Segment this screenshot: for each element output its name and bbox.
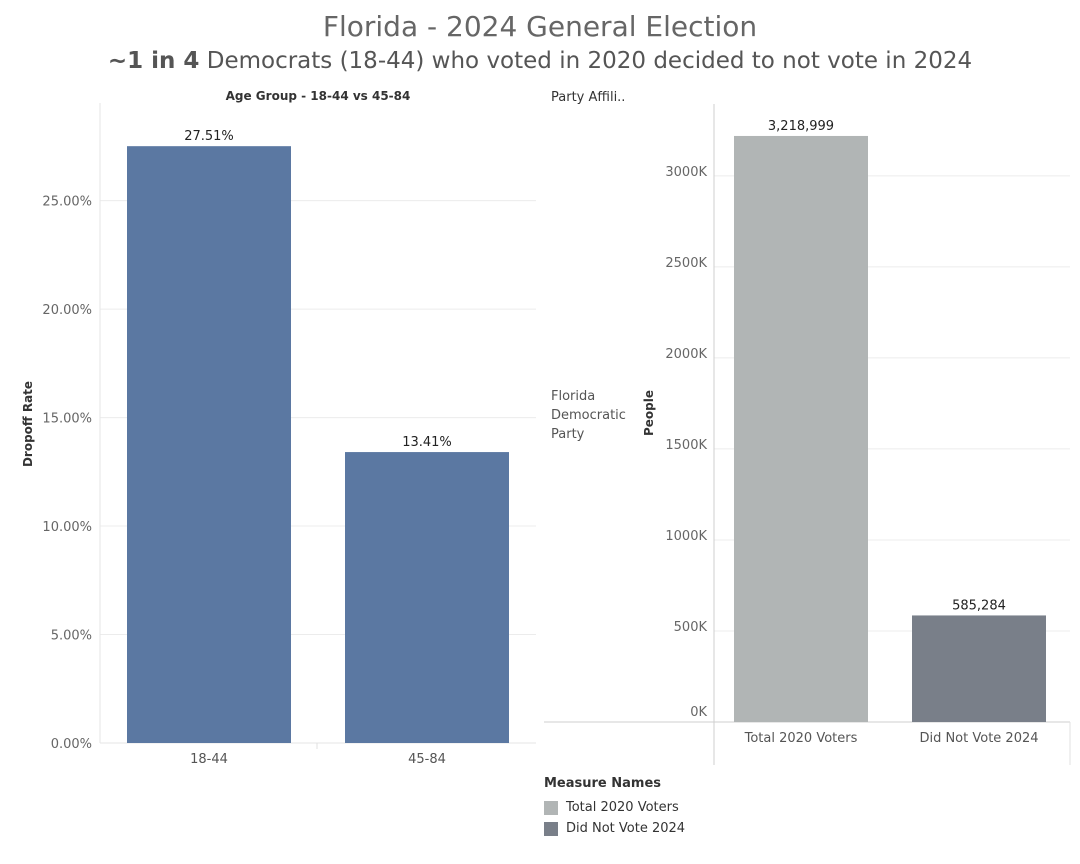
chart1-x-tick-label: 18-44	[190, 752, 228, 767]
chart2-y-axis-title: People	[642, 390, 656, 436]
chart-subtitle: ~1 in 4 Democrats (18-44) who voted in 2…	[0, 48, 1080, 74]
legend-title: Measure Names	[544, 776, 662, 791]
chart2-data-label: 3,218,999	[768, 119, 834, 134]
chart1-ytick-label: 15.00%	[42, 412, 92, 427]
chart1-data-label: 27.51%	[184, 129, 234, 144]
chart1-ytick-label: 25.00%	[42, 195, 92, 210]
chart2-data-label: 585,284	[952, 598, 1006, 613]
chart-title: Florida - 2024 General Election	[322, 10, 758, 43]
chart1-ytick-label: 20.00%	[42, 303, 92, 318]
row-header-label: Party Affili..	[551, 90, 625, 105]
chart1-y-axis-title: Dropoff Rate	[21, 381, 35, 467]
chart2-bar	[912, 615, 1046, 722]
chart1-bar	[345, 452, 509, 743]
chart1-ytick-label: 0.00%	[51, 737, 92, 752]
chart2-ytick-label: 2000K	[665, 347, 707, 362]
chart2-ytick-label: 1000K	[665, 529, 707, 544]
chart2-ytick-label: 0K	[690, 705, 707, 720]
chart2-ytick-label: 1500K	[665, 438, 707, 453]
chart2-x-tick-label: Did Not Vote 2024	[919, 731, 1038, 746]
row-label-line: Democratic	[551, 408, 626, 423]
chart1-ytick-label: 10.00%	[42, 520, 92, 535]
chart2-ytick-label: 2500K	[665, 256, 707, 271]
subtitle-highlight: ~1 in 4	[107, 48, 200, 74]
chart2-ytick-label: 3000K	[665, 165, 707, 180]
subtitle-text: Democrats (18-44) who voted in 2020 deci…	[199, 48, 973, 74]
row-label-line: Party	[551, 427, 585, 442]
legend-label: Did Not Vote 2024	[566, 821, 686, 836]
chart2-bar	[734, 135, 868, 723]
legend-item-total-2020: Total 2020 Voters	[544, 797, 685, 818]
row-label-line: Florida	[551, 389, 595, 404]
legend-swatch	[544, 800, 558, 815]
chart1-bar	[127, 146, 291, 744]
chart1-x-tick-label: 45-84	[408, 752, 446, 767]
legend-label: Total 2020 Voters	[566, 800, 679, 815]
chart2-x-tick-label: Total 2020 Voters	[744, 731, 858, 746]
chart1-data-label: 13.41%	[402, 435, 452, 450]
chart2-ytick-label: 500K	[674, 620, 708, 635]
legend: Measure Names Total 2020 Voters Did Not …	[544, 776, 685, 839]
chart1-title: Age Group - 18-44 vs 45-84	[226, 89, 411, 103]
legend-item-did-not-vote: Did Not Vote 2024	[544, 818, 685, 839]
chart1-ytick-label: 5.00%	[51, 629, 92, 644]
legend-swatch	[544, 821, 558, 836]
